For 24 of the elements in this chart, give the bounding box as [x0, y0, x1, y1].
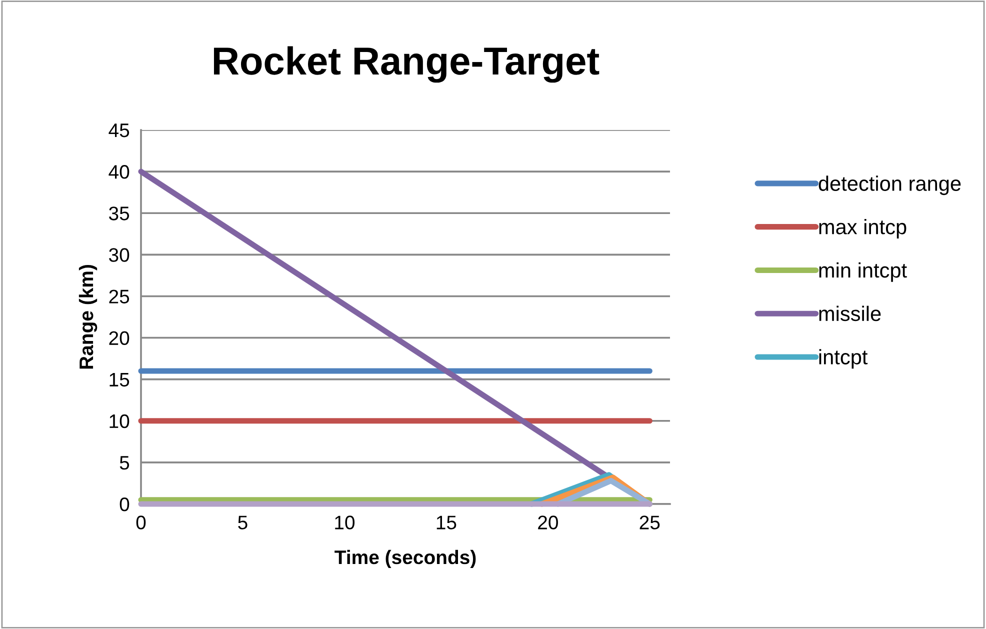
- y-tick-label: 30: [109, 248, 130, 262]
- x-tick-label: 0: [136, 516, 146, 530]
- x-tick-label: 10: [335, 516, 355, 530]
- y-axis-title: Range (km): [78, 265, 98, 369]
- y-tick-label: 0: [120, 497, 130, 512]
- y-tick-label: 20: [109, 331, 130, 346]
- x-tick-label: 25: [640, 516, 660, 530]
- y-tick-label: 25: [109, 290, 130, 304]
- x-tick-label: 15: [436, 516, 456, 530]
- y-tick-label: 35: [109, 206, 130, 220]
- legend-label: detection range: [818, 176, 961, 196]
- legend-label: min intcpt: [819, 262, 907, 282]
- y-tick-label: 5: [120, 456, 130, 470]
- x-tick-label: 20: [538, 516, 558, 530]
- y-tick-label: 10: [110, 414, 130, 428]
- x-axis-title: Time (seconds): [334, 550, 476, 568]
- y-tick-label: 45: [108, 124, 130, 138]
- y-tick-label: 15: [110, 373, 130, 387]
- y-tick-label: 40: [108, 165, 130, 179]
- legend-label: missile: [819, 306, 881, 322]
- legend-label: intcpt: [819, 349, 868, 369]
- x-tick-label: 5: [238, 516, 248, 530]
- chart-title: Rocket Range-Target: [214, 46, 600, 83]
- legend-label: max intcp: [819, 219, 906, 238]
